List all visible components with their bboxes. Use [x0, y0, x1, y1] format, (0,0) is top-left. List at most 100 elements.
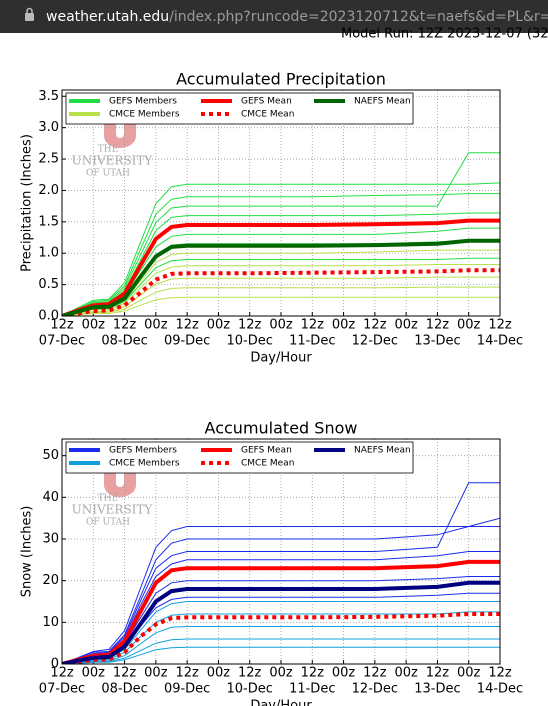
legend-label: CMCE Mean — [241, 459, 294, 469]
x-tick-label: 12z — [488, 666, 512, 681]
legend-label: CMCE Mean — [241, 110, 294, 120]
x-tick-label: 12z — [50, 666, 74, 681]
legend-label: GEFS Mean — [241, 97, 292, 107]
series-line — [62, 218, 500, 316]
y-tick-label: 0 — [51, 657, 59, 672]
y-tick-label: 1.0 — [38, 246, 59, 261]
x-axis-title: Day/Hour — [250, 351, 312, 366]
legend-box — [65, 92, 414, 125]
x-tick-label: 12z — [426, 666, 450, 681]
x-tick-label: 12z — [363, 318, 387, 333]
y-tick-label: 3.5 — [38, 89, 59, 104]
series-line — [62, 268, 500, 316]
series-line — [62, 580, 500, 664]
y-axis-title: Snow (Inches) — [20, 506, 35, 598]
x-tick-label: 00z — [332, 318, 356, 333]
legend-label: CMCE Members — [109, 110, 180, 120]
x-date-label: 14-Dec — [477, 334, 523, 349]
x-tick-label: 00z — [207, 318, 231, 333]
legend-label: CMCE Members — [109, 459, 180, 469]
series-line — [62, 517, 500, 664]
series-line — [62, 612, 500, 664]
x-tick-label: 12z — [113, 318, 137, 333]
address-bar — [0, 0, 548, 33]
y-tick-label: 3.0 — [38, 120, 59, 135]
series-line — [62, 193, 500, 316]
series-line — [62, 296, 500, 316]
x-tick-label: 12z — [301, 318, 325, 333]
x-tick-label: 00z — [82, 666, 106, 681]
y-tick-label: 0.0 — [38, 309, 59, 324]
series-line — [62, 526, 500, 664]
x-date-label: 14-Dec — [477, 682, 523, 697]
logo-text: OF UTAH — [86, 518, 130, 528]
chart-title: Accumulated Precipitation — [176, 70, 386, 89]
x-date-label: 11-Dec — [289, 334, 335, 349]
x-date-label: 10-Dec — [227, 682, 273, 697]
x-tick-label: 12z — [175, 666, 199, 681]
x-tick-label: 00z — [144, 666, 168, 681]
logo-text: OF UTAH — [86, 169, 130, 179]
x-tick-label: 12z — [238, 318, 262, 333]
y-tick-label: 20 — [42, 573, 59, 588]
plot-lines — [62, 482, 500, 664]
x-date-label: 08-Dec — [101, 334, 147, 349]
x-date-label: 10-Dec — [227, 334, 273, 349]
x-date-label: 07-Dec — [39, 682, 85, 697]
y-axis-title: Precipitation (Inches) — [20, 134, 35, 272]
x-date-label: 08-Dec — [101, 682, 147, 697]
y-tick-label: 50 — [42, 448, 59, 463]
y-tick-label: 2.5 — [38, 152, 59, 167]
y-tick-label: 10 — [42, 615, 59, 630]
series-line — [62, 276, 500, 316]
x-tick-label: 00z — [332, 666, 356, 681]
x-tick-label: 12z — [488, 318, 512, 333]
x-date-label: 07-Dec — [39, 334, 85, 349]
plot-frame — [61, 438, 501, 665]
logo-text: UNIVERSITY — [72, 503, 154, 517]
series-line — [62, 638, 500, 664]
x-date-label: 12-Dec — [352, 682, 398, 697]
logo-text: THE — [98, 145, 118, 155]
legend-box — [65, 441, 414, 474]
x-tick-label: 12z — [113, 666, 137, 681]
series-line — [62, 646, 500, 664]
y-tick-label: 40 — [42, 490, 59, 505]
x-tick-label: 00z — [144, 318, 168, 333]
series-line — [62, 182, 500, 316]
legend-label: GEFS Members — [109, 446, 177, 456]
url[interactable]: weather.utah.edu/index.php?runcode=20231… — [46, 9, 548, 25]
legend-label: GEFS Mean — [241, 446, 292, 456]
legend-label: NAEFS Mean — [354, 446, 411, 456]
lock-icon — [25, 7, 34, 21]
url-path: /index.php?runcode=2023120712&t=naefs&d=… — [169, 9, 548, 25]
plot-frame — [61, 89, 501, 317]
y-tick-label: 0.5 — [38, 277, 59, 292]
x-tick-label: 12z — [426, 318, 450, 333]
y-tick-label: 1.5 — [38, 214, 59, 229]
series-line — [62, 152, 500, 316]
series-line — [62, 286, 500, 316]
x-tick-label: 12z — [50, 318, 74, 333]
x-date-label: 09-Dec — [164, 334, 210, 349]
x-date-label: 09-Dec — [164, 682, 210, 697]
x-tick-label: 00z — [394, 318, 418, 333]
x-date-label: 13-Dec — [414, 334, 460, 349]
logo-u — [104, 120, 136, 148]
logo-text: UNIVERSITY — [72, 154, 154, 168]
x-tick-label: 12z — [238, 666, 262, 681]
x-tick-label: 00z — [269, 318, 293, 333]
x-date-label: 13-Dec — [414, 682, 460, 697]
plot-lines — [62, 152, 500, 316]
series-line — [62, 611, 500, 664]
x-tick-label: 00z — [457, 318, 481, 333]
x-axis-title: Day/Hour — [250, 699, 312, 706]
y-tick-label: 2.0 — [38, 183, 59, 198]
series-line — [62, 238, 500, 316]
x-tick-label: 00z — [269, 666, 293, 681]
series-line — [62, 626, 500, 664]
series-line — [62, 264, 500, 316]
logo-u — [104, 469, 136, 497]
model-run: Model Run: 12Z 2023-12-07 (32 — [341, 27, 548, 42]
